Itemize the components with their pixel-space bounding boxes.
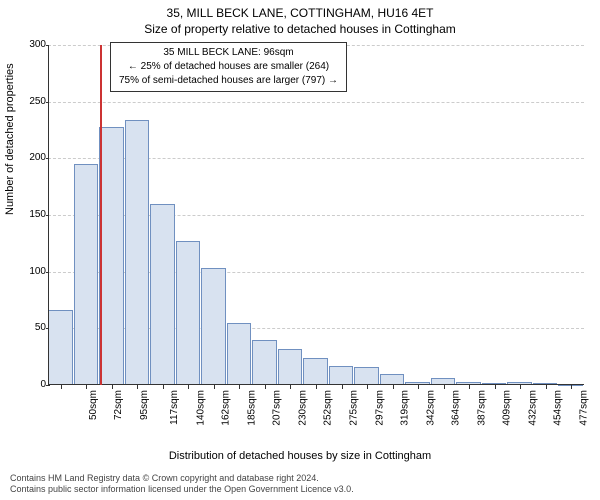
x-tick-label: 364sqm (451, 390, 462, 426)
x-tick-mark (316, 385, 317, 389)
x-tick-mark (393, 385, 394, 389)
y-tick-mark (46, 385, 50, 386)
x-tick-mark (214, 385, 215, 389)
x-tick-label: 387sqm (476, 390, 487, 426)
info-line-2: ← 25% of detached houses are smaller (26… (119, 60, 338, 74)
x-tick-label: 117sqm (169, 390, 180, 425)
y-tick-label: 150 (28, 209, 46, 220)
x-tick-mark (546, 385, 547, 389)
x-tick-label: 95sqm (139, 390, 150, 420)
x-tick-mark (469, 385, 470, 389)
x-tick-mark (418, 385, 419, 389)
x-tick-label: 297sqm (374, 390, 385, 426)
x-tick-label: 342sqm (425, 390, 436, 426)
info-line-3: 75% of semi-detached houses are larger (… (119, 74, 338, 88)
chart-subtitle: Size of property relative to detached ho… (0, 22, 600, 36)
x-tick-label: 162sqm (221, 390, 232, 426)
x-tick-label: 252sqm (323, 390, 334, 426)
y-tick-label: 100 (28, 266, 46, 277)
footer-line-1: Contains HM Land Registry data © Crown c… (10, 473, 354, 485)
x-tick-label: 207sqm (272, 390, 283, 426)
y-tick-label: 50 (28, 322, 46, 333)
x-tick-mark (137, 385, 138, 389)
marker-line (100, 45, 102, 385)
plot-area (48, 45, 584, 385)
x-tick-mark (571, 385, 572, 389)
x-tick-label: 275sqm (349, 390, 360, 426)
x-tick-mark (342, 385, 343, 389)
x-tick-mark (163, 385, 164, 389)
footer-line-2: Contains public sector information licen… (10, 484, 354, 496)
x-tick-mark (188, 385, 189, 389)
x-tick-label: 319sqm (400, 390, 411, 426)
x-tick-mark (290, 385, 291, 389)
x-tick-mark (520, 385, 521, 389)
info-box: 35 MILL BECK LANE: 96sqm ← 25% of detach… (110, 42, 347, 92)
x-tick-mark (444, 385, 445, 389)
y-tick-label: 200 (28, 152, 46, 163)
y-tick-label: 0 (28, 379, 46, 390)
x-tick-mark (112, 385, 113, 389)
x-tick-label: 409sqm (502, 390, 513, 426)
chart-title: 35, MILL BECK LANE, COTTINGHAM, HU16 4ET (0, 6, 600, 20)
y-tick-label: 250 (28, 96, 46, 107)
x-tick-mark (495, 385, 496, 389)
x-axis-label: Distribution of detached houses by size … (0, 450, 600, 462)
x-tick-mark (86, 385, 87, 389)
x-tick-label: 432sqm (527, 390, 538, 426)
y-axis-label: Number of detached properties (4, 63, 16, 215)
x-tick-label: 454sqm (553, 390, 564, 426)
x-tick-label: 50sqm (88, 390, 99, 420)
x-tick-mark (61, 385, 62, 389)
x-tick-label: 185sqm (246, 390, 257, 426)
info-line-1: 35 MILL BECK LANE: 96sqm (119, 46, 338, 60)
footer: Contains HM Land Registry data © Crown c… (10, 473, 354, 496)
x-tick-mark (265, 385, 266, 389)
x-tick-label: 72sqm (113, 390, 124, 420)
x-tick-label: 230sqm (298, 390, 309, 426)
y-tick-label: 300 (28, 39, 46, 50)
x-tick-label: 477sqm (578, 390, 589, 426)
x-tick-label: 140sqm (195, 390, 206, 426)
x-tick-mark (367, 385, 368, 389)
x-tick-mark (239, 385, 240, 389)
